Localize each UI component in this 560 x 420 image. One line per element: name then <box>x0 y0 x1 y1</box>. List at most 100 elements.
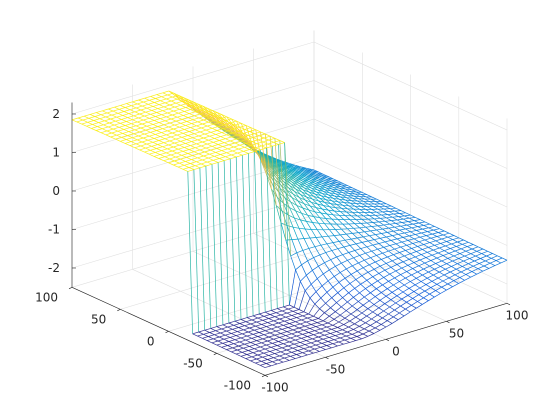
mesh-line-x <box>483 262 491 267</box>
mesh-line-y <box>361 219 368 224</box>
mesh-line-y <box>285 335 291 339</box>
mesh-line-y <box>452 239 458 243</box>
mesh-line-x <box>398 215 405 217</box>
mesh-line-x <box>372 307 380 313</box>
mesh-line-x <box>386 235 393 238</box>
mesh-line-x <box>258 330 266 333</box>
mesh-line-x <box>266 361 273 364</box>
x-tick-mark <box>325 357 329 360</box>
mesh-line-y <box>208 139 214 143</box>
mesh-line-y <box>158 104 165 108</box>
mesh-line-x <box>213 336 220 340</box>
mesh-line-x <box>225 333 232 336</box>
mesh-line-y <box>291 351 297 355</box>
mesh-line-y <box>186 157 192 160</box>
mesh-line-x <box>333 186 340 189</box>
mesh-line-x <box>378 269 386 274</box>
mesh-line-y <box>193 133 199 137</box>
mesh-line-x <box>202 336 209 339</box>
mesh-line-y <box>120 140 126 144</box>
mesh-line-y <box>336 331 342 335</box>
mesh-line-x <box>394 210 401 212</box>
mesh-line-x <box>374 217 381 220</box>
mesh-line-y <box>345 335 352 339</box>
mesh-line-x <box>204 328 211 331</box>
mesh-line-x <box>394 274 401 279</box>
mesh-line-x <box>301 212 308 216</box>
mesh-line-y <box>262 319 268 323</box>
mesh-line-y <box>186 103 192 107</box>
mesh-line-y <box>175 156 181 160</box>
mesh-line-y <box>210 328 216 332</box>
mesh-line-x <box>347 297 354 303</box>
mesh-line-x <box>460 246 468 250</box>
mesh-line-y <box>370 257 376 263</box>
mesh-line-y <box>215 116 221 119</box>
mesh-line-x <box>244 127 251 130</box>
y-tick-label: -50 <box>183 356 203 370</box>
mesh-line-y <box>431 281 438 285</box>
mesh-line-y <box>475 255 481 259</box>
mesh-line-y <box>476 250 482 254</box>
mesh-line-x <box>284 319 291 322</box>
mesh-line-x <box>326 242 334 245</box>
mesh-line-y <box>326 326 332 330</box>
mesh-line-x <box>300 194 307 198</box>
mesh-line-x <box>169 120 177 124</box>
mesh-line-x <box>375 259 382 263</box>
mesh-line-y <box>352 333 358 337</box>
mesh-line-y <box>405 250 411 254</box>
mesh-line-y <box>246 317 253 321</box>
mesh-line-y <box>169 158 175 162</box>
mesh-line-y <box>279 187 286 198</box>
mesh-line-x <box>206 109 213 113</box>
mesh-line-y <box>303 187 310 193</box>
mesh-line-x <box>267 141 274 145</box>
mesh-line-x <box>272 144 279 147</box>
mesh-line-y <box>188 167 195 170</box>
mesh-line-x <box>238 146 245 150</box>
mesh-line-x <box>76 119 83 123</box>
mesh-line-x <box>280 222 288 226</box>
mesh-line-x <box>450 246 457 249</box>
mesh-line-y <box>238 148 244 152</box>
mesh-line-y <box>306 221 312 230</box>
mesh-line-x <box>178 164 185 168</box>
mesh-line-y <box>202 141 208 145</box>
mesh-line-y <box>308 350 314 354</box>
mesh-line-y <box>204 115 210 119</box>
mesh-line-x <box>166 150 173 154</box>
mesh-line-y <box>336 302 342 308</box>
mesh-line-y <box>220 332 226 336</box>
mesh-line-y <box>251 319 257 323</box>
mesh-line-x <box>438 230 445 233</box>
mesh-line-x <box>91 126 98 129</box>
mesh-line-x <box>430 236 438 239</box>
mesh-line-x <box>323 205 330 208</box>
mesh-line-y <box>164 120 171 124</box>
mesh-line-x <box>359 226 366 229</box>
mesh-line-y <box>393 230 399 235</box>
mesh-line-y <box>144 97 150 101</box>
mesh-line-y <box>359 227 365 233</box>
mesh-line-x <box>310 189 317 193</box>
mesh-line-x <box>231 118 238 129</box>
mesh-line-x <box>356 333 364 337</box>
mesh-line-y <box>401 241 407 246</box>
mesh-line-x <box>228 124 236 128</box>
mesh-line-x <box>240 335 248 339</box>
mesh-line-x <box>289 269 296 306</box>
mesh-line-x <box>331 327 338 330</box>
mesh-line-y <box>271 310 277 314</box>
mesh-line-y <box>405 308 411 313</box>
mesh-line-y <box>309 328 315 332</box>
mesh-line-y <box>199 113 206 117</box>
mesh-line-x <box>421 251 428 255</box>
mesh-line-y <box>296 252 302 265</box>
mesh-line-y <box>263 352 269 356</box>
mesh-line-y <box>115 120 121 124</box>
mesh-line-x <box>353 292 360 298</box>
mesh-line-y <box>180 104 186 108</box>
mesh-line-y <box>350 274 357 280</box>
mesh-line-y <box>393 284 399 289</box>
